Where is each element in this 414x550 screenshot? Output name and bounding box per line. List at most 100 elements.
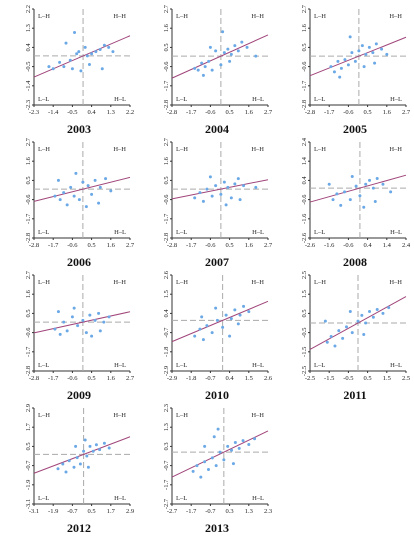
- scatter-panel-2013: 2.3 1.3 0.3 -0.7 -1.7 -2.7 -2.7 -1.7 -0.7 0.3 1.3 2…: [148, 404, 286, 539]
- data-point: [107, 45, 111, 49]
- data-point: [238, 313, 242, 317]
- x-tick-label: -1.4: [48, 109, 59, 116]
- data-point: [90, 192, 94, 196]
- data-point: [335, 192, 339, 196]
- scatter-panel-2008: 2.4 1.4 0.4 -0.6 -1.6 -2.6 -2.6 -1.6 -0.6 0.4 1.4 2…: [286, 137, 414, 273]
- y-tick-label: 2.4: [301, 137, 308, 146]
- y-tick-label: -1.7: [163, 213, 170, 224]
- data-point: [82, 449, 86, 453]
- y-tick-label: -2.8: [25, 233, 32, 243]
- data-point: [81, 180, 85, 184]
- data-point: [327, 182, 331, 186]
- data-point: [64, 41, 68, 45]
- data-point: [73, 30, 77, 34]
- x-tick-label: -0.6: [67, 242, 78, 249]
- x-tick-label: 0.5: [364, 375, 372, 382]
- y-tick-label: 0.5: [25, 309, 32, 317]
- data-point: [226, 185, 230, 189]
- x-tick-label: 0.5: [226, 109, 234, 116]
- quadrant-label-tl: L–H: [38, 146, 50, 153]
- x-tick-label: -1.5: [324, 375, 334, 382]
- quadrant-label-bl: L–L: [314, 96, 325, 103]
- data-point: [70, 67, 74, 71]
- data-point: [87, 62, 91, 66]
- data-point: [64, 470, 68, 474]
- scatter-plot-2011: 2.5 1.5 0.5 -0.5 -1.5 -2.5-2.5 -1.5 -0.5 0.5 1.5 2…: [301, 271, 410, 382]
- data-point: [104, 177, 108, 181]
- quadrant-label-bl: L–L: [314, 362, 325, 369]
- data-point: [83, 438, 87, 442]
- scatter-panel-2011: 2.5 1.5 0.5 -0.5 -1.5 -2.5 -2.5 -1.5 -0.5 0.5 1.5 2…: [286, 271, 414, 406]
- x-tick-label: 1.6: [245, 242, 254, 249]
- quadrant-label-br: H–L: [114, 229, 126, 236]
- x-tick-label: -1.7: [48, 375, 59, 382]
- y-tick-label: 0.5: [163, 176, 170, 184]
- scatter-panel-2005: 2.7 1.6 0.5 -0.6 -1.7 -2.8 -2.8 -1.7 -0.6 0.5 1.6 2…: [286, 4, 414, 140]
- x-tick-label: 0.5: [88, 508, 96, 515]
- x-tick-label: -2.8: [167, 109, 177, 116]
- data-point: [332, 70, 336, 74]
- panel-year-title: 2012: [67, 521, 91, 535]
- data-point: [88, 444, 92, 448]
- data-point: [236, 49, 240, 53]
- x-tick-label: -0.6: [343, 109, 354, 116]
- quadrant-label-br: H–L: [390, 229, 402, 236]
- x-tick-label: -1.7: [324, 109, 335, 116]
- x-tick-label: 1.3: [107, 109, 115, 116]
- data-point: [84, 205, 88, 209]
- y-tick-label: 0.4: [25, 43, 32, 52]
- panel-year-title: 2006: [67, 255, 91, 269]
- x-tick-label: 0.5: [88, 375, 96, 382]
- x-tick-label: 1.6: [383, 109, 392, 116]
- quadrant-label-bl: L–L: [176, 362, 187, 369]
- quadrant-label-tr: H–H: [251, 412, 264, 419]
- y-tick-label: 0.5: [163, 43, 170, 51]
- y-tick-label: 0.4: [301, 176, 308, 185]
- data-point: [350, 331, 354, 335]
- data-point: [364, 52, 368, 56]
- data-point: [61, 462, 65, 466]
- data-point: [237, 446, 241, 450]
- data-point: [65, 203, 69, 207]
- y-tick-label: 2.9: [25, 404, 32, 412]
- data-point: [86, 465, 90, 469]
- data-point: [72, 465, 76, 469]
- x-tick-label: 1.6: [107, 242, 116, 249]
- data-point: [81, 318, 85, 322]
- y-tick-label: 2.7: [301, 4, 308, 13]
- quadrant-label-tr: H–H: [251, 13, 264, 20]
- data-point: [339, 66, 343, 70]
- y-tick-label: 1.6: [301, 23, 308, 32]
- data-point: [98, 48, 102, 52]
- data-point: [56, 310, 60, 314]
- data-point: [242, 304, 246, 308]
- data-point: [67, 459, 71, 463]
- x-tick-label: 0.5: [364, 109, 372, 116]
- y-tick-label: -2.9: [163, 366, 170, 376]
- y-tick-label: -2.6: [301, 232, 308, 243]
- data-point: [201, 338, 205, 342]
- trend-line: [33, 176, 131, 202]
- data-point: [336, 59, 340, 63]
- x-tick-label: -1.6: [324, 242, 335, 249]
- data-point: [84, 331, 88, 335]
- data-point: [102, 320, 106, 324]
- x-tick-label: 2.3: [264, 508, 272, 515]
- y-tick-label: 0.5: [301, 309, 308, 317]
- data-point: [254, 185, 258, 189]
- scatter-plot-2012: 2.9 1.7 0.5 -0.7 -1.9 -3.1-3.1 -1.9 -0.7 0.5 1.7 2…: [25, 404, 134, 515]
- data-point: [381, 311, 385, 315]
- x-tick-label: -2.7: [167, 508, 178, 515]
- data-point: [247, 310, 251, 314]
- data-point: [214, 184, 218, 188]
- scatter-panel-2004: 2.7 1.6 0.5 -0.6 -1.7 -2.8 -2.8 -1.7 -0.6 0.5 1.6 2…: [148, 4, 286, 140]
- data-point: [198, 327, 202, 331]
- data-point: [107, 446, 111, 450]
- panel-year-title: 2005: [343, 122, 367, 136]
- data-point: [219, 63, 223, 67]
- y-tick-label: -1.7: [163, 80, 170, 91]
- data-point: [354, 184, 358, 188]
- data-point: [323, 319, 327, 323]
- x-tick-label: 1.6: [107, 375, 116, 382]
- x-tick-label: -2.3: [29, 109, 39, 116]
